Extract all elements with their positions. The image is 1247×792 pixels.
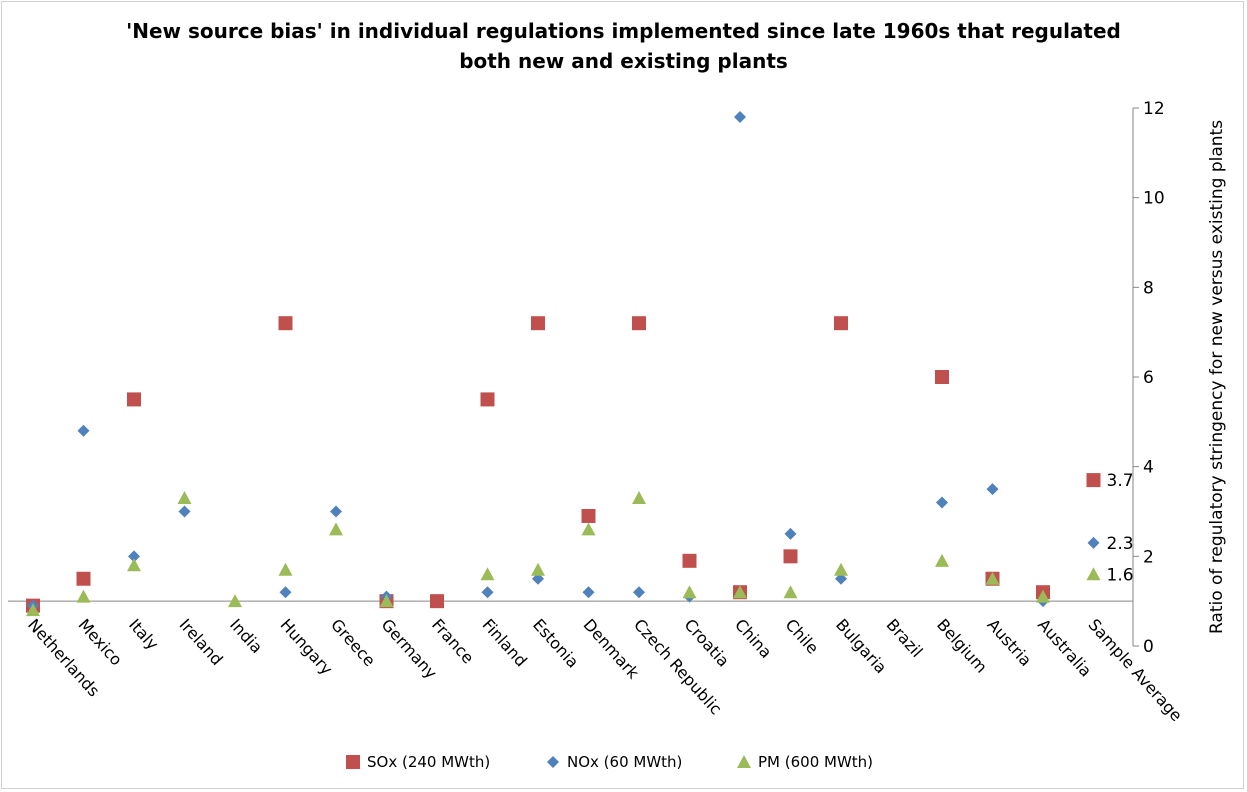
x-tick-label: India — [226, 615, 266, 657]
x-tick-label: Belgium — [933, 615, 991, 676]
sox-marker — [430, 594, 444, 609]
legend-label: SOx (240 MWth) — [367, 753, 490, 771]
nox-marker — [986, 483, 999, 496]
average-labels: 3.7 2.3 1.6 — [1107, 471, 1134, 585]
x-tick-label: Bulgaria — [832, 615, 891, 677]
x-tick-label: Sample Average — [1085, 615, 1187, 725]
nox-marker — [481, 586, 494, 599]
legend-marker — [547, 756, 559, 768]
x-tick-label: Chile — [782, 615, 823, 657]
sox-marker — [834, 316, 848, 331]
pm-marker — [127, 558, 141, 572]
y-axis: 0 2 4 6 8 10 12 — [1132, 99, 1165, 657]
pm-marker — [379, 594, 394, 608]
nox-marker — [330, 505, 342, 518]
pm-marker — [935, 553, 949, 567]
x-tick-label: Greece — [327, 615, 379, 670]
y-tick-label: 10 — [1143, 189, 1165, 209]
legend-item: NOx (60 MWth) — [547, 753, 682, 771]
x-tick-label: France — [428, 615, 478, 667]
sox-marker — [1086, 473, 1101, 488]
pm-marker — [329, 522, 343, 536]
y-tick-label: 2 — [1143, 547, 1154, 567]
chart-title: 'New source bias' in individual regulati… — [126, 19, 1121, 73]
pm-marker — [733, 585, 747, 599]
sox-marker — [480, 392, 495, 407]
nox-marker — [936, 496, 948, 509]
sox-marker — [531, 316, 545, 331]
pm-marker — [985, 571, 1000, 585]
nox-marker — [128, 550, 140, 563]
x-tick-label: Ireland — [176, 615, 227, 669]
pm-marker — [834, 562, 848, 576]
data-marks — [26, 110, 1101, 617]
y-tick-label: 0 — [1143, 637, 1154, 657]
y-axis-label: Ratio of regulatory stringency for new v… — [1207, 120, 1227, 634]
sox-marker — [76, 571, 91, 586]
legend-marker — [737, 755, 751, 768]
x-tick-label: Italy — [125, 615, 162, 654]
x-tick-label: Mexico — [75, 615, 127, 669]
sox-marker — [278, 316, 293, 331]
legend-item: SOx (240 MWth) — [346, 753, 490, 771]
x-tick-label: Croatia — [681, 615, 734, 670]
legend-label: PM (600 MWth) — [758, 753, 873, 771]
sox-marker — [935, 370, 949, 384]
sox-marker — [581, 508, 596, 523]
pm-marker — [76, 589, 91, 603]
pm-marker — [26, 603, 40, 617]
x-tick-label: Australia — [1034, 615, 1095, 680]
x-tick-label: Austria — [984, 615, 1036, 670]
nox-marker — [279, 586, 292, 599]
average-data-label: 3.7 — [1107, 471, 1134, 491]
pm-marker — [1036, 589, 1050, 603]
y-tick-label: 8 — [1143, 278, 1154, 298]
x-tick-label: Estonia — [529, 615, 583, 671]
average-data-label: 1.6 — [1107, 565, 1134, 585]
x-tick-label: Hungary — [277, 615, 337, 678]
legend-item: PM (600 MWth) — [737, 753, 873, 771]
pm-marker — [177, 491, 192, 505]
pm-marker — [1086, 567, 1101, 581]
nox-marker — [77, 424, 90, 437]
x-tick-label: Brazil — [883, 615, 927, 661]
sox-marker — [632, 316, 646, 331]
sox-marker — [127, 392, 141, 407]
y-tick-label: 6 — [1143, 368, 1154, 388]
pm-marker — [581, 522, 596, 536]
x-tick-label: China — [731, 615, 776, 662]
pm-marker — [783, 585, 798, 599]
pm-marker — [480, 567, 495, 581]
nox-marker — [784, 527, 797, 540]
nox-marker — [582, 586, 595, 599]
x-tick-label: Finland — [479, 615, 531, 670]
pm-marker — [278, 562, 293, 576]
nox-marker — [633, 586, 645, 599]
x-tick-label: Czech Republic — [630, 615, 726, 718]
pm-marker — [531, 562, 545, 576]
legend: SOx (240 MWth) NOx (60 MWth) PM (600 MWth) — [346, 753, 873, 771]
pm-marker — [228, 594, 242, 608]
pm-marker — [632, 491, 646, 505]
y-tick-label: 4 — [1143, 458, 1154, 478]
y-tick-label: 12 — [1143, 99, 1165, 119]
nox-marker — [178, 505, 191, 518]
pm-marker — [682, 585, 697, 599]
sox-marker — [783, 549, 798, 564]
legend-label: NOx (60 MWth) — [567, 753, 682, 771]
nox-marker — [734, 110, 746, 123]
sox-marker — [682, 553, 697, 568]
average-data-label: 2.3 — [1107, 534, 1134, 554]
legend-marker — [346, 755, 360, 769]
nox-marker — [1087, 536, 1100, 549]
